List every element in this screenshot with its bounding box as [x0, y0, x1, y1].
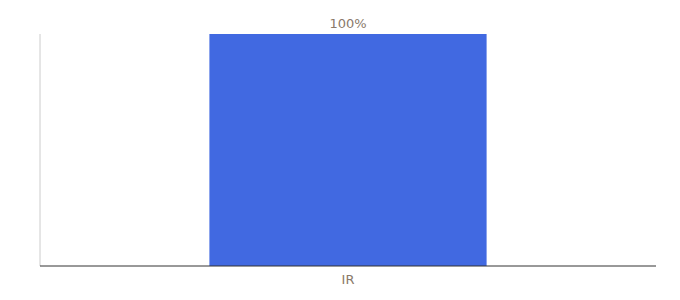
bar — [209, 34, 486, 266]
x-tick-label: IR — [342, 272, 355, 287]
y-axis-line — [40, 34, 41, 266]
chart-container: 100% IR — [0, 0, 680, 300]
data-labels: 100% — [329, 16, 366, 31]
x-axis: IR — [40, 266, 656, 287]
chart: 100% IR — [0, 0, 680, 300]
data-label: 100% — [329, 16, 366, 31]
bars — [209, 34, 486, 266]
x-axis-line — [40, 266, 656, 267]
